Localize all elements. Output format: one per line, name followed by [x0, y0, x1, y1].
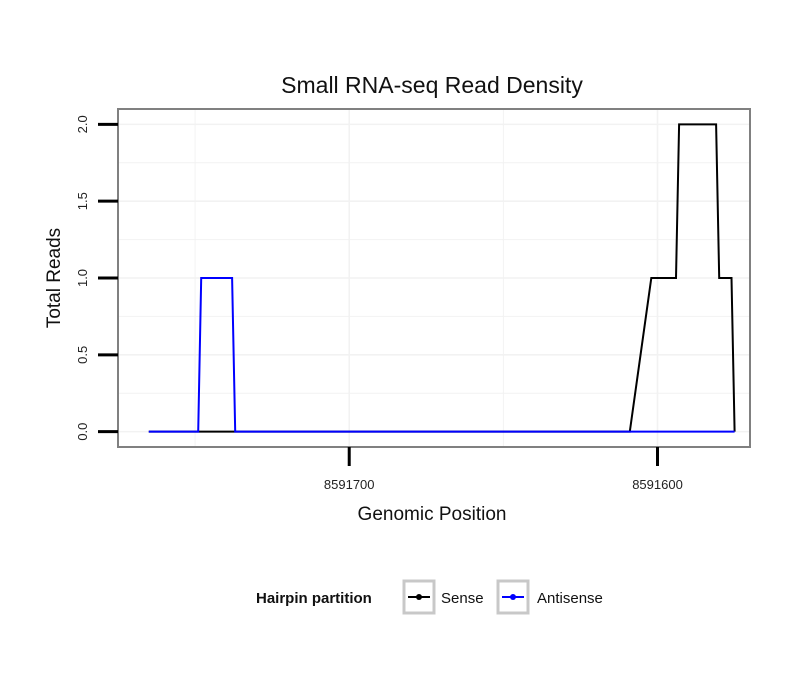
- legend-item-sense[interactable]: Sense: [402, 579, 484, 615]
- y-tick-label: 0.0: [75, 423, 90, 441]
- y-tick-label: 1.5: [75, 192, 90, 210]
- legend-item-antisense[interactable]: Antisense: [496, 579, 603, 615]
- x-tick-label: 8591600: [632, 477, 683, 492]
- y-tick-label: 0.5: [75, 346, 90, 364]
- legend-marker-antisense: [510, 594, 516, 600]
- series-layer: [148, 123, 736, 433]
- legend-title: Hairpin partition: [256, 590, 372, 607]
- chart-title: Small RNA-seq Read Density: [281, 72, 583, 98]
- legend-label-antisense: Antisense: [537, 590, 603, 607]
- legend: Hairpin partition Sense Antisense: [256, 579, 603, 615]
- x-axis-title: Genomic Position: [358, 504, 507, 525]
- legend-marker-sense: [416, 594, 422, 600]
- y-tick-label: 2.0: [75, 115, 90, 133]
- series-line-antisense: [148, 277, 735, 433]
- y-tick-label: 1.0: [75, 269, 90, 287]
- x-tick-label: 8591700: [324, 477, 375, 492]
- y-axis: 0.0 0.5 1.0 1.5 2.0: [75, 115, 118, 441]
- y-axis-title: Total Reads: [44, 228, 65, 328]
- x-axis: 8591700 8591600: [324, 447, 683, 492]
- legend-label-sense: Sense: [441, 590, 484, 607]
